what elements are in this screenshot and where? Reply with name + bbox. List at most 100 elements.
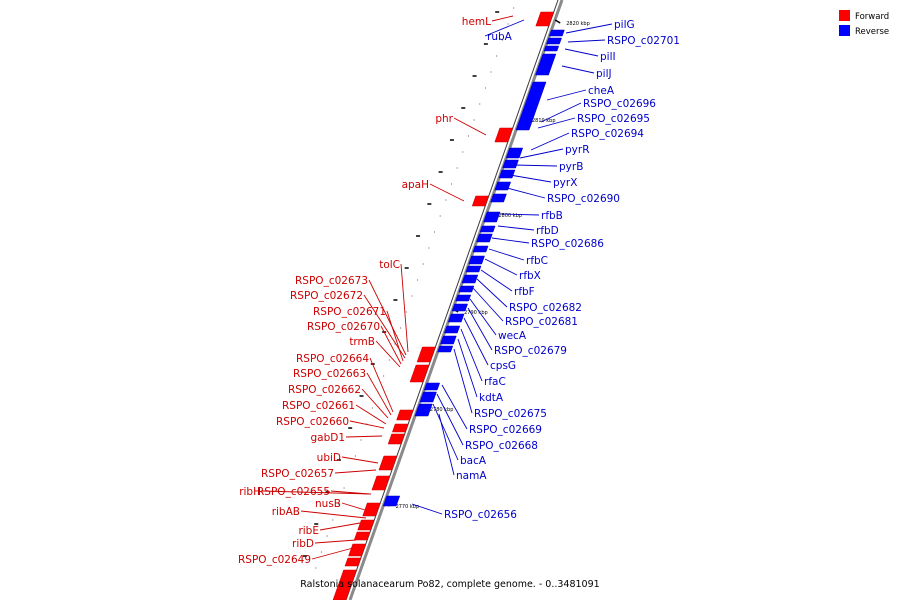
forward-gene-block xyxy=(416,346,436,363)
leader-line xyxy=(497,225,535,231)
reverse-gene-label: pyrX xyxy=(509,174,577,189)
reverse-gene-block xyxy=(498,169,516,179)
leader-line xyxy=(453,348,473,414)
reverse-gene-label: rfbB xyxy=(500,210,563,222)
reverse-gene-name: RSPO_c02696 xyxy=(583,98,656,110)
leader-line xyxy=(363,294,406,359)
leader-line xyxy=(561,65,595,74)
forward-gene-label: RSPO_c02649 xyxy=(238,547,354,566)
leader-line xyxy=(540,102,582,123)
leader-line xyxy=(314,539,357,544)
reverse-gene-label: rfaC xyxy=(460,328,506,388)
forward-gene-name: RSPO_c02670 xyxy=(307,321,380,333)
forward-gene-label: RSPO_c02661 xyxy=(282,400,387,425)
reverse-gene-block xyxy=(483,211,501,223)
reverse-gene-label: RSPO_c02695 xyxy=(537,113,650,129)
reverse-gene-block xyxy=(437,345,454,353)
forward-gene-label: RSPO_c02663 xyxy=(293,368,392,416)
leader-line xyxy=(491,15,514,22)
forward-gene-label: hemL xyxy=(462,15,514,28)
leader-line xyxy=(341,502,366,511)
leader-line xyxy=(564,48,599,57)
forward-gene-label: RSPO_c02664 xyxy=(296,353,394,413)
reverse-gene-name: pyrX xyxy=(553,177,577,189)
reverse-gene-block xyxy=(505,147,524,159)
reverse-gene-label: kdtA xyxy=(457,338,504,404)
reverse-gene-block xyxy=(479,225,496,233)
forward-gene-name: RSPO_c02671 xyxy=(313,306,386,318)
forward-gene-block xyxy=(535,11,555,27)
leader-line xyxy=(567,39,606,43)
reverse-gene-name: RSPO_c02682 xyxy=(509,302,582,314)
reverse-gene-block xyxy=(494,181,512,191)
leader-line xyxy=(349,420,385,429)
forward-gene-block xyxy=(332,569,357,600)
forward-gene-name: phr xyxy=(435,113,453,125)
forward-gene-label: ribD xyxy=(292,538,357,550)
leader-line xyxy=(438,413,455,476)
leader-line xyxy=(380,325,402,365)
scale-tick-label: 2780 kbp xyxy=(430,407,454,413)
forward-gene-block xyxy=(471,195,490,207)
reverse-gene-name: RSPO_c02701 xyxy=(607,35,680,47)
scale-tick-label: 2770 kbp xyxy=(396,504,420,510)
reverse-gene-name: wecA xyxy=(498,330,527,342)
reverse-gene-name: rfbC xyxy=(526,255,548,267)
reverse-gene-label: rubA xyxy=(484,19,525,43)
forward-gene-label: phr xyxy=(435,113,487,136)
reverse-gene-label: RSPO_c02682 xyxy=(476,278,582,314)
leader-line xyxy=(469,298,497,336)
legend-forward-swatch xyxy=(839,10,850,21)
legend-reverse-label: Reverse xyxy=(855,27,889,37)
reverse-gene-label: bacA xyxy=(432,403,487,467)
forward-gene-label: ubiD xyxy=(317,452,379,464)
leader-line xyxy=(341,456,379,464)
reverse-gene-name: cpsG xyxy=(490,360,516,372)
forward-gene-label: ribE xyxy=(298,522,361,537)
genome-caption: Ralstonia solanacearum Po82, complete ge… xyxy=(300,579,599,590)
reverse-gene-name: pilG xyxy=(614,19,635,31)
reverse-gene-name: RSPO_c02686 xyxy=(531,238,604,250)
reverse-gene-label: RSPO_c02701 xyxy=(567,35,680,47)
reverse-gene-label: rfbF xyxy=(480,269,535,298)
reverse-gene-block xyxy=(423,382,441,391)
forward-gene-label: RSPO_c02657 xyxy=(261,468,377,480)
forward-gene-name: hemL xyxy=(462,16,491,28)
forward-gene-label: gabD1 xyxy=(310,432,383,444)
reverse-gene-label: RSPO_c02675 xyxy=(453,348,547,420)
reverse-gene-name: rfbB xyxy=(541,210,563,222)
leader-line xyxy=(429,183,465,202)
leader-line xyxy=(330,490,370,495)
reverse-gene-block xyxy=(443,325,461,334)
reverse-gene-block xyxy=(490,193,507,203)
reverse-gene-block xyxy=(543,45,560,52)
leader-line xyxy=(530,132,570,151)
leader-line xyxy=(565,23,613,34)
forward-gene-label: ribAB xyxy=(272,506,367,519)
leader-line xyxy=(519,148,564,159)
forward-gene-name: ribH xyxy=(239,486,261,498)
reverse-gene-name: kdtA xyxy=(479,392,504,404)
reverse-gene-block xyxy=(382,495,401,507)
scale-tick-label: 2800 kbp xyxy=(498,213,522,219)
scale-tick-label: 2790 kbp xyxy=(464,310,488,316)
forward-gene-name: RSPO_c02672 xyxy=(290,290,363,302)
forward-gene-label: tolC xyxy=(379,259,409,353)
leader-line xyxy=(491,237,530,244)
reverse-gene-block xyxy=(515,81,547,131)
forward-gene-name: RSPO_c02662 xyxy=(288,384,361,396)
forward-gene-name: RSPO_c02657 xyxy=(261,468,334,480)
reverse-gene-label: RSPO_c02694 xyxy=(530,128,644,151)
gene-features xyxy=(332,11,565,600)
leader-line xyxy=(457,338,478,398)
leader-line xyxy=(261,490,372,495)
reverse-gene-block xyxy=(458,285,475,293)
reverse-gene-block xyxy=(468,255,485,265)
reverse-gene-label: RSPO_c02681 xyxy=(472,287,578,328)
leader-line xyxy=(375,340,401,368)
reverse-gene-name: rfbF xyxy=(514,286,535,298)
scale-tick-label: 2820 kbp xyxy=(566,21,590,27)
reverse-gene-name: pyrR xyxy=(565,144,590,156)
reverse-gene-block xyxy=(465,265,482,273)
